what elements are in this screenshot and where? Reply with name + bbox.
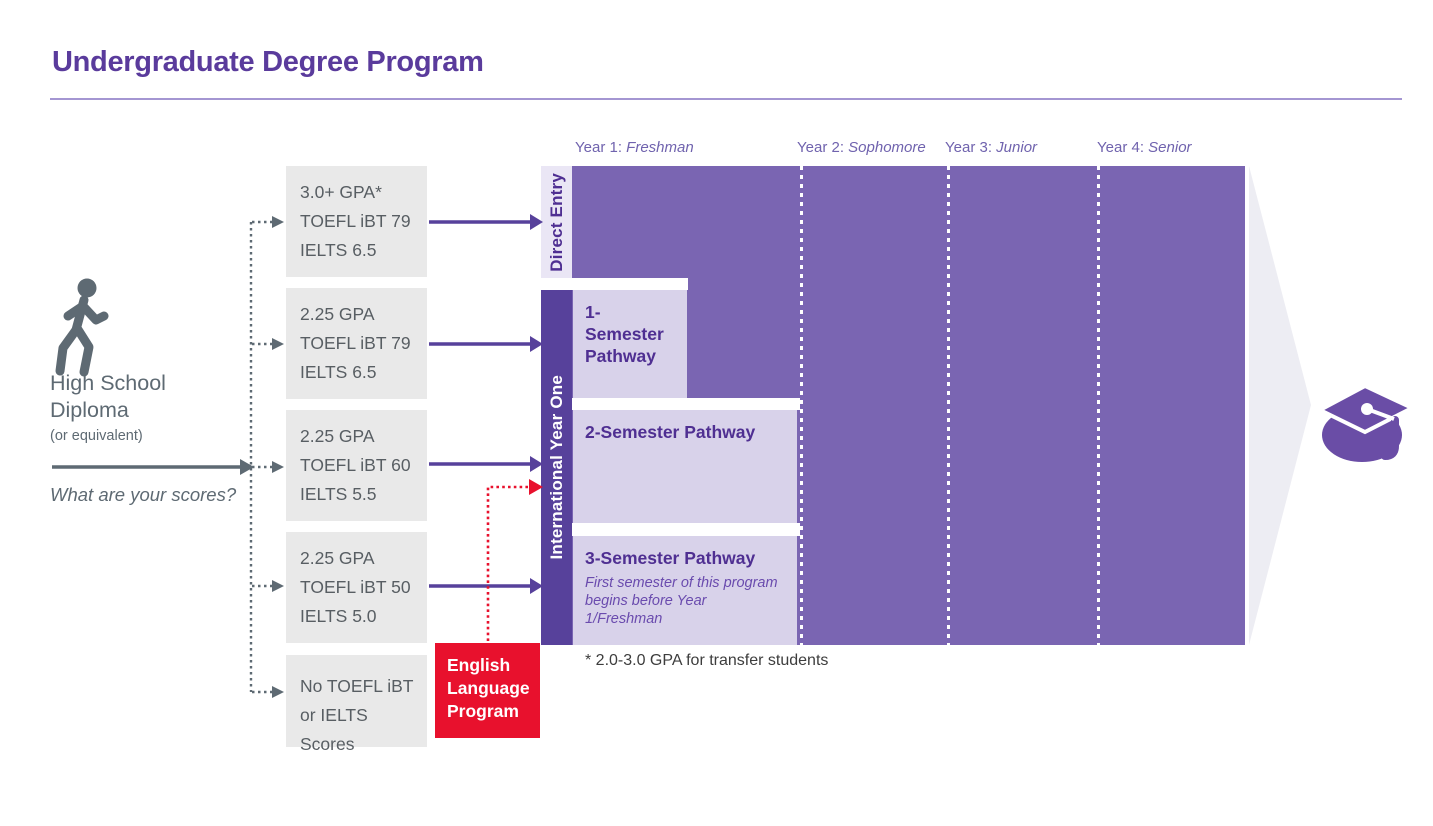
english-program-dotted-arrow <box>486 479 543 641</box>
requirement-box-2-semester: 2.25 GPA TOEFL iBT 60 IELTS 5.5 <box>286 410 427 521</box>
year-3-label: Year 3: <box>945 139 992 156</box>
requirement-box-no-scores: No TOEFL iBT or IELTS Scores <box>286 655 427 754</box>
year-3-header: Year 3: Junior <box>945 139 1037 156</box>
year-1-name: Freshman <box>626 139 694 156</box>
year-4-divider <box>1097 166 1100 645</box>
pathway-1-semester: 1-Semester Pathway <box>573 290 687 398</box>
applicant-heading: High School Diploma <box>50 371 166 422</box>
applicant-arrow <box>52 459 254 475</box>
score-branch-arrowheads <box>272 216 284 698</box>
direct-entry-strip: Direct Entry <box>541 166 572 278</box>
timeline-arrowhead <box>1249 166 1311 645</box>
walking-person-icon <box>55 278 109 377</box>
year-2-header: Year 2: Sophomore <box>797 139 926 156</box>
pathway-3-semester: 3-Semester Pathway First semester of thi… <box>573 536 797 645</box>
requirement-line: TOEFL iBT 60 <box>300 455 411 475</box>
year-1-header: Year 1: Freshman <box>575 139 694 156</box>
requirement-line: IELTS 6.5 <box>300 240 377 260</box>
requirement-line: No TOEFL iBT <box>300 676 414 696</box>
international-year-one-bar: International Year One <box>541 290 572 645</box>
transfer-gpa-footnote: * 2.0-3.0 GPA for transfer students <box>585 652 829 669</box>
requirement-line: or IELTS Scores <box>300 705 368 754</box>
entry-arrows <box>429 220 530 588</box>
scores-question: What are your scores? <box>50 484 237 505</box>
year-4-name: Senior <box>1148 139 1192 156</box>
pathway-gap-3 <box>572 523 800 536</box>
page-title: Undergraduate Degree Program <box>52 46 484 78</box>
graduation-cap-icon <box>1318 384 1417 462</box>
year-2-name: Sophomore <box>848 139 926 156</box>
requirement-line: TOEFL iBT 50 <box>300 577 411 597</box>
year-3-divider <box>947 166 950 645</box>
requirement-line: 2.25 GPA <box>300 426 375 446</box>
pathway-3-subtitle: First semester of this program begins be… <box>585 575 778 627</box>
pathway-2-title: 2-Semester Pathway <box>585 422 756 442</box>
title-divider <box>50 98 1402 100</box>
year-2-divider <box>800 166 803 645</box>
direct-entry-label: Direct Entry <box>546 172 566 272</box>
requirement-line: TOEFL iBT 79 <box>300 333 411 353</box>
pathway-gap-1 <box>572 278 688 290</box>
requirement-box-3-semester: 2.25 GPA TOEFL iBT 50 IELTS 5.0 <box>286 532 427 643</box>
international-year-one-label: International Year One <box>546 375 566 560</box>
english-language-program-box: English Language Program <box>435 643 540 738</box>
requirement-line: 2.25 GPA <box>300 304 375 324</box>
pathway-2-semester: 2-Semester Pathway <box>573 410 797 523</box>
year-4-label: Year 4: <box>1097 139 1144 156</box>
pathway-3-title: 3-Semester Pathway <box>585 548 756 568</box>
year-1-label: Year 1: <box>575 139 622 156</box>
year-4-header: Year 4: Senior <box>1097 139 1192 156</box>
requirement-line: TOEFL iBT 79 <box>300 211 411 231</box>
requirement-line: IELTS 6.5 <box>300 362 377 382</box>
requirement-line: IELTS 5.0 <box>300 606 377 626</box>
applicant-subheading: (or equivalent) <box>50 428 143 444</box>
requirement-line: 3.0+ GPA* <box>300 182 382 202</box>
score-branch-dotted-lines <box>249 220 272 694</box>
english-language-program-label: English Language Program <box>447 655 530 721</box>
requirement-line: IELTS 5.5 <box>300 484 377 504</box>
requirement-box-1-semester: 2.25 GPA TOEFL iBT 79 IELTS 6.5 <box>286 288 427 399</box>
pathway-1-title: 1-Semester Pathway <box>585 302 664 366</box>
requirement-line: 2.25 GPA <box>300 548 375 568</box>
year-2-label: Year 2: <box>797 139 844 156</box>
year-3-name: Junior <box>996 139 1038 156</box>
pathway-gap-2 <box>572 398 800 410</box>
requirement-box-direct-entry: 3.0+ GPA* TOEFL iBT 79 IELTS 6.5 <box>286 166 427 277</box>
